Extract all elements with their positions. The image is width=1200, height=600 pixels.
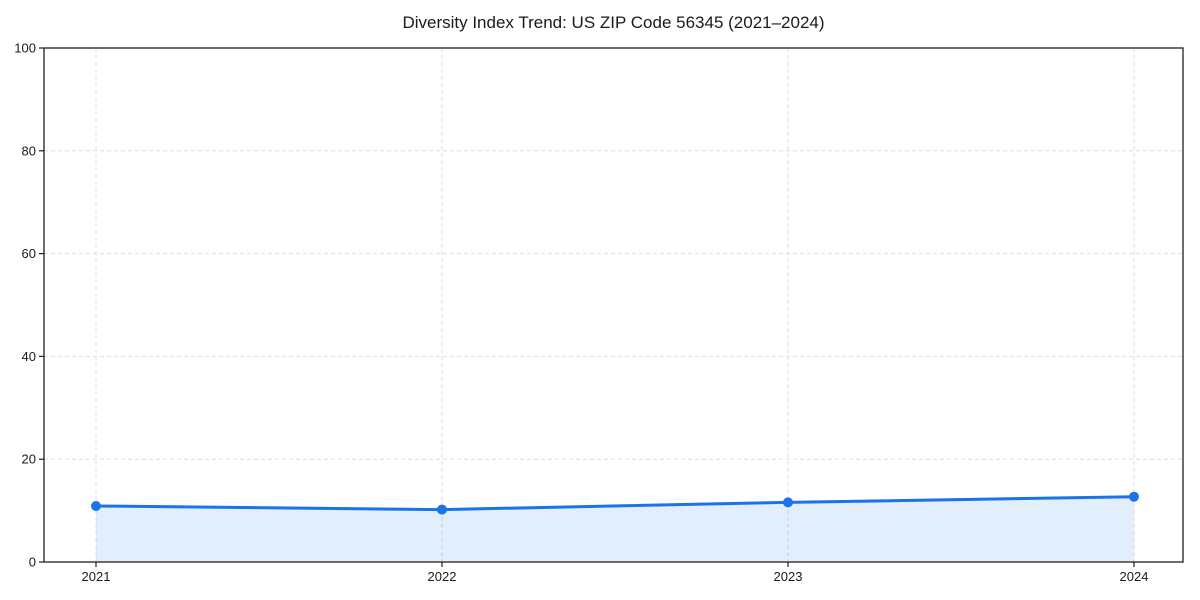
data-point-marker (1129, 491, 1139, 502)
y-tick-label: 100 (14, 41, 36, 56)
x-tick-label: 2021 (82, 569, 111, 584)
y-tick-label: 20 (22, 452, 36, 467)
area-fill (96, 496, 1134, 562)
y-tick-label: 40 (22, 349, 36, 364)
y-tick-label: 80 (22, 143, 36, 158)
chart-title: Diversity Index Trend: US ZIP Code 56345… (402, 13, 825, 32)
x-tick-label: 2023 (774, 569, 803, 584)
data-point-marker (783, 497, 793, 508)
x-tick-label: 2022 (428, 569, 457, 584)
y-tick-label: 60 (22, 246, 36, 261)
data-point-marker (437, 504, 447, 515)
data-point-marker (91, 500, 101, 511)
y-tick-label: 0 (29, 555, 36, 570)
plot-border (43, 47, 1184, 563)
x-tick-label: 2024 (1120, 569, 1149, 584)
trend-line (94, 495, 1136, 512)
